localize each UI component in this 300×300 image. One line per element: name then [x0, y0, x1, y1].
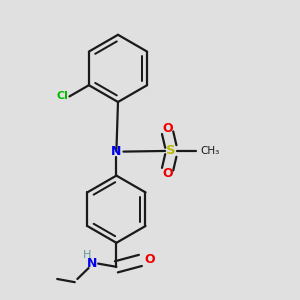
Text: H: H: [82, 250, 91, 260]
Text: Cl: Cl: [56, 92, 68, 101]
Text: CH₃: CH₃: [201, 146, 220, 156]
Text: O: O: [144, 253, 155, 266]
Text: N: N: [111, 145, 122, 158]
Text: O: O: [162, 167, 173, 180]
Text: N: N: [87, 257, 98, 270]
Text: S: S: [166, 145, 175, 158]
Text: O: O: [162, 122, 173, 135]
